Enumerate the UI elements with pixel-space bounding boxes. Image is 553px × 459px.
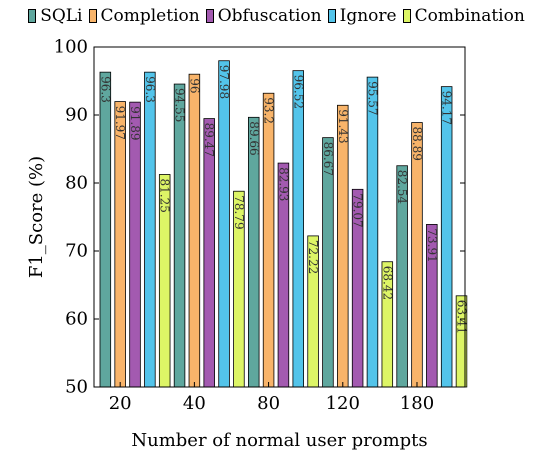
x-tick-label: 20 [109, 393, 132, 414]
bar [440, 86, 453, 388]
y-tick-label: 60 [65, 309, 88, 330]
x-tick-label: 120 [326, 393, 360, 414]
data-label: 95.57 [365, 81, 379, 115]
legend-item: SQLi [28, 6, 83, 26]
data-label: 68.42 [380, 266, 394, 300]
plot-frame [93, 46, 466, 388]
legend-item: Obfuscation [205, 6, 322, 26]
y-tick-label: 100 [54, 37, 88, 58]
data-label: 91.89 [128, 106, 142, 140]
legend-label: Obfuscation [217, 6, 322, 26]
data-label: 89.66 [247, 121, 261, 155]
data-label: 78.79 [232, 195, 246, 229]
legend-swatch [205, 9, 214, 23]
data-label: 89.47 [202, 123, 216, 157]
bar [292, 70, 305, 388]
bar [144, 71, 156, 388]
legend-item: Combination [402, 6, 525, 26]
y-axis-label: F1_Score (%) [26, 156, 47, 278]
data-label: 94.17 [440, 91, 454, 125]
legend-swatch [28, 9, 37, 23]
data-label: 96.3 [143, 76, 157, 103]
legend: SQLi Completion Obfuscation Ignore Combinati… [0, 4, 553, 28]
bar [99, 71, 112, 388]
legend-swatch [402, 9, 411, 23]
data-label: 82.93 [276, 167, 290, 201]
data-label: 97.98 [217, 65, 231, 99]
legend-item: Completion [88, 6, 200, 26]
data-label: 72.22 [306, 240, 320, 274]
bar [337, 104, 349, 388]
bars-layer [99, 60, 468, 388]
legend-swatch [327, 9, 336, 23]
bar [411, 122, 423, 388]
legend-label: Ignore [339, 6, 397, 26]
x-tick-label: 40 [183, 393, 206, 414]
bar [114, 101, 126, 388]
data-label: 88.89 [410, 127, 424, 161]
data-label: 96.52 [291, 75, 305, 109]
bar [173, 83, 186, 388]
data-label: 86.67 [321, 142, 335, 176]
legend-item: Ignore [327, 6, 397, 26]
y-tick-label: 90 [65, 105, 88, 126]
data-label: 94.55 [173, 88, 187, 122]
data-label: 96 [187, 78, 201, 93]
data-label: 63.41 [455, 300, 469, 334]
x-axis-label: Number of normal user prompts [131, 430, 427, 451]
bar [203, 118, 215, 388]
data-label: 96.3 [98, 76, 112, 103]
bar [188, 73, 201, 388]
x-tick-label: 80 [257, 393, 280, 414]
data-labels-layer: 96.3 94.55 89.66 86.67 82.54 91.97 96 93.2 91.43… [98, 65, 468, 334]
bar [129, 101, 141, 388]
data-label: 82.54 [395, 170, 409, 205]
y-tick-label: 80 [65, 173, 88, 194]
data-label: 79.07 [351, 193, 365, 227]
bar [262, 92, 275, 388]
legend-label: Combination [414, 6, 525, 26]
bar [218, 60, 230, 388]
legend-label: Completion [100, 6, 200, 26]
y-tick-label: 50 [65, 377, 88, 398]
data-label: 73.91 [425, 228, 439, 262]
data-label: 81.25 [158, 179, 172, 213]
axes-layer: 50 60 70 80 90 100 20 40 80 120 180 [54, 37, 465, 414]
legend-label: SQLi [40, 6, 83, 26]
y-tick-label: 70 [65, 241, 88, 262]
data-label: 91.43 [336, 109, 350, 143]
bar [247, 116, 260, 388]
x-tick-label: 180 [400, 393, 434, 414]
data-label: 93.2 [262, 97, 276, 124]
legend-swatch [88, 9, 97, 23]
bar [366, 76, 379, 388]
data-label: 91.97 [113, 106, 127, 140]
